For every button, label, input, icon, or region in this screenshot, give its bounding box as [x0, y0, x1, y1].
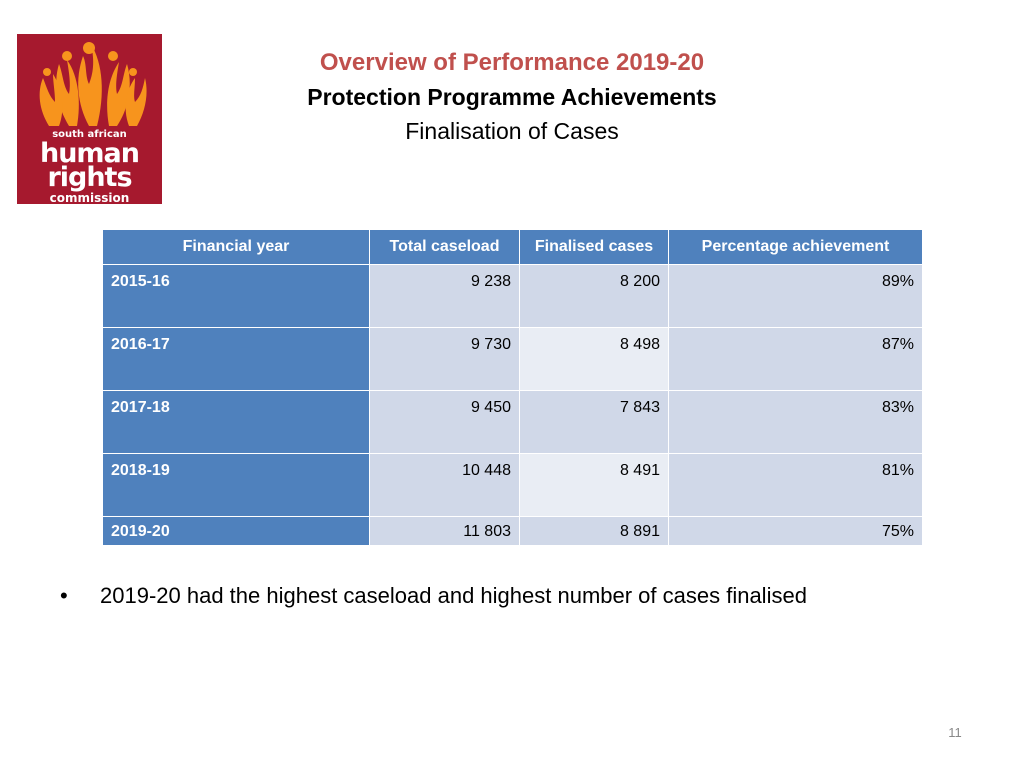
cell-year: 2018-19	[102, 453, 370, 517]
cell-percentage: 83%	[668, 390, 923, 454]
cell-finalised-cases: 8 891	[519, 516, 669, 546]
cell-total-caseload: 11 803	[369, 516, 520, 546]
cell-year: 2017-18	[102, 390, 370, 454]
performance-table: Financial year Total caseload Finalised …	[102, 229, 923, 546]
cell-percentage: 75%	[668, 516, 923, 546]
logo-text-line2: human	[39, 138, 140, 169]
cell-finalised-cases: 8 498	[519, 327, 669, 391]
cell-year: 2019-20	[102, 516, 370, 546]
cell-total-caseload: 9 238	[369, 264, 520, 328]
table-row: 2016-17 9 730 8 498 87%	[102, 327, 923, 391]
cell-finalised-cases: 8 200	[519, 264, 669, 328]
cell-percentage: 81%	[668, 453, 923, 517]
cell-total-caseload: 9 450	[369, 390, 520, 454]
slide-title: Overview of Performance 2019-20	[319, 49, 705, 76]
bullet-icon: •	[60, 583, 68, 608]
table-row: 2017-18 9 450 7 843 83%	[102, 390, 923, 454]
cell-total-caseload: 10 448	[369, 453, 520, 517]
column-header-percentage-achievement: Percentage achievement	[668, 229, 923, 265]
cell-percentage: 89%	[668, 264, 923, 328]
cell-finalised-cases: 8 491	[519, 453, 669, 517]
sahrc-logo: south african human rights commission	[17, 34, 162, 204]
table-row: 2019-20 11 803 8 891 75%	[102, 516, 923, 546]
column-header-financial-year: Financial year	[102, 229, 370, 265]
bullet-text: 2019-20 had the highest caseload and hig…	[100, 583, 807, 608]
table-header-row: Financial year Total caseload Finalised …	[102, 229, 923, 265]
logo-text-line1: south african	[52, 129, 127, 140]
column-header-total-caseload: Total caseload	[369, 229, 520, 265]
cell-year: 2016-17	[102, 327, 370, 391]
cell-percentage: 87%	[668, 327, 923, 391]
table-row: 2015-16 9 238 8 200 89%	[102, 264, 923, 328]
cell-finalised-cases: 7 843	[519, 390, 669, 454]
bullet-point: • 2019-20 had the highest caseload and hi…	[60, 583, 960, 609]
slide-subtitle: Protection Programme Achievements	[307, 84, 717, 110]
slide-section-title: Finalisation of Cases	[405, 118, 619, 144]
logo-text-line4: commission	[49, 191, 130, 205]
flame-figures-icon	[39, 42, 147, 126]
cell-total-caseload: 9 730	[369, 327, 520, 391]
slide-titles: Overview of Performance 2019-20 Protecti…	[200, 48, 824, 150]
cell-year: 2015-16	[102, 264, 370, 328]
column-header-finalised-cases: Finalised cases	[519, 229, 669, 265]
logo-text-line3: rights	[47, 162, 132, 193]
table-row: 2018-19 10 448 8 491 81%	[102, 453, 923, 517]
page-number: 11	[948, 725, 962, 740]
